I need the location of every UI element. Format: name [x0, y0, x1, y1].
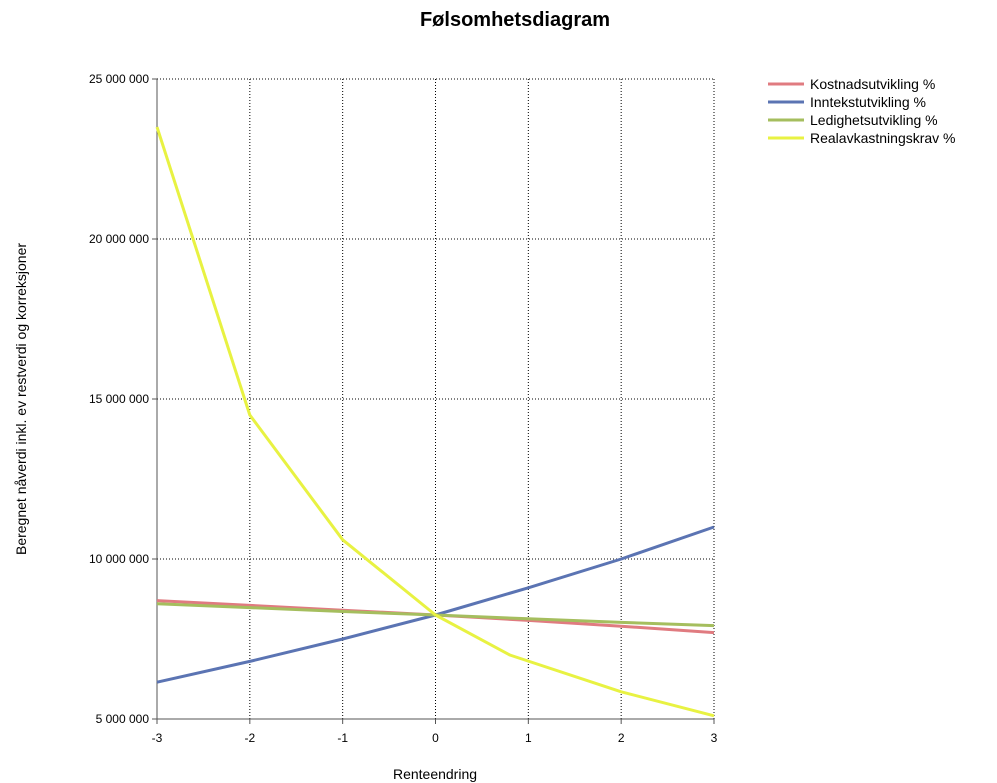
series-lines: [155, 126, 715, 718]
x-tick-label: 3: [711, 731, 718, 745]
y-tick-label: 15 000 000: [89, 392, 149, 406]
x-tick-label: -1: [337, 731, 348, 745]
y-tick-label: 10 000 000: [89, 552, 149, 566]
y-axis-ticks: 5 000 000 10 000 000 15 000 000 20 000 000 2…: [89, 72, 157, 726]
series-line-4: [155, 126, 715, 718]
y-tick-label: 5 000 000: [96, 712, 150, 726]
legend-label-3: Ledighetsutvikling %: [810, 112, 938, 128]
legend-label-4: Realavkastningskrav %: [810, 130, 956, 146]
x-axis-ticks: -3 -2 -1 0 1 2 3: [152, 719, 718, 745]
legend: Kostnadsutvikling % Inntekstutvikling % Le…: [768, 76, 956, 146]
x-tick-label: 1: [525, 731, 532, 745]
x-tick-label: -3: [152, 731, 163, 745]
x-axis-title: Renteendring: [393, 766, 477, 782]
x-tick-label: -2: [244, 731, 255, 745]
y-axis-title: Beregnet nåverdi inkl. ev restverdi og k…: [13, 243, 29, 555]
y-tick-label: 25 000 000: [89, 72, 149, 86]
chart-title: Følsomhetsdiagram: [419, 9, 611, 31]
y-tick-label: 20 000 000: [89, 232, 149, 246]
x-tick-label: 2: [618, 731, 625, 745]
legend-label-2: Inntekstutvikling %: [810, 94, 926, 110]
x-tick-label: 0: [432, 731, 439, 745]
legend-label-1: Kostnadsutvikling %: [810, 76, 935, 92]
